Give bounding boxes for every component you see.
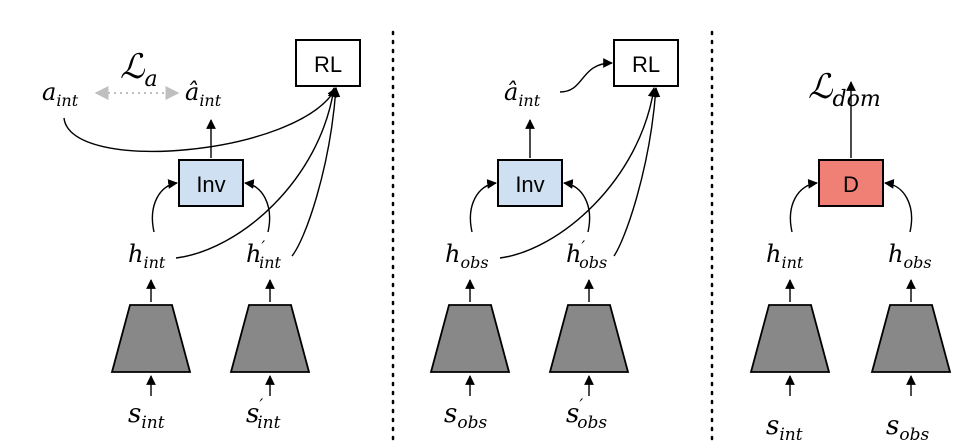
inv-box xyxy=(178,159,244,207)
d-box-label: D xyxy=(843,172,859,197)
h-obs-to-rl-edge xyxy=(499,87,658,259)
h-int-prime-to-rl-edge xyxy=(291,87,341,257)
encoder-6 xyxy=(870,304,952,373)
h-int-label: hint xyxy=(128,240,166,272)
h-obs-label: hobs xyxy=(445,240,489,272)
panel-domain-discriminator: ℒdom D hint hobs sint sobs xyxy=(749,67,952,445)
rl-box-label: RL xyxy=(314,52,342,77)
h-int-to-inv-edge xyxy=(151,179,178,233)
s-int-prime-label: s′ int xyxy=(246,396,281,433)
s-int-label-3: sint xyxy=(766,411,803,445)
a-hat-int-label: âint xyxy=(185,78,222,110)
encoder-5 xyxy=(749,304,831,373)
h-obs-prime-label: h′ obs xyxy=(566,237,607,272)
a-int-to-rl-edge xyxy=(63,87,337,153)
a-int-label: aint xyxy=(42,78,79,110)
d-box xyxy=(818,159,884,207)
s-int-label: sint xyxy=(128,399,165,433)
h-int-prime-label: h′ int xyxy=(246,237,282,272)
h-obs-to-d-edge xyxy=(884,179,913,233)
s-obs-prime-label: s′ obs xyxy=(566,396,607,433)
inv-box-label-2: Inv xyxy=(515,172,544,197)
a-hat-to-rl-edge xyxy=(559,58,613,93)
encoder-4 xyxy=(548,304,630,373)
s-obs-label: sobs xyxy=(444,399,487,433)
inv-box-2 xyxy=(497,159,563,207)
a-hat-int-label-2: âint xyxy=(504,78,541,110)
h-int-prime-to-inv-edge xyxy=(244,179,271,233)
panel-inverse-dynamics-obs: âint RL Inv hobs h′ obs so xyxy=(429,39,679,433)
loss-dom-label: ℒdom xyxy=(808,67,881,112)
s-obs-label-3: sobs xyxy=(886,411,929,445)
h-int-label-3: hint xyxy=(766,240,804,272)
h-obs-label-3: hobs xyxy=(888,240,932,272)
h-obs-to-inv-edge xyxy=(469,179,497,233)
loss-a-label: ℒa xyxy=(120,47,158,92)
encoder-1 xyxy=(110,304,192,373)
h-obs-prime-to-inv-edge xyxy=(563,179,591,233)
rl-box-2 xyxy=(613,39,679,87)
rl-box xyxy=(295,39,361,87)
h-int-to-d-edge xyxy=(789,179,818,233)
inv-box-label: Inv xyxy=(196,172,225,197)
h-obs-prime-to-rl-edge xyxy=(613,87,661,257)
encoder-2 xyxy=(229,304,311,373)
h-int-to-rl-edge xyxy=(175,87,338,259)
panel-inverse-dynamics-int: ℒa aint âint RL Inv hint xyxy=(42,39,361,433)
rl-box-label-2: RL xyxy=(632,52,660,77)
encoder-3 xyxy=(429,304,511,373)
